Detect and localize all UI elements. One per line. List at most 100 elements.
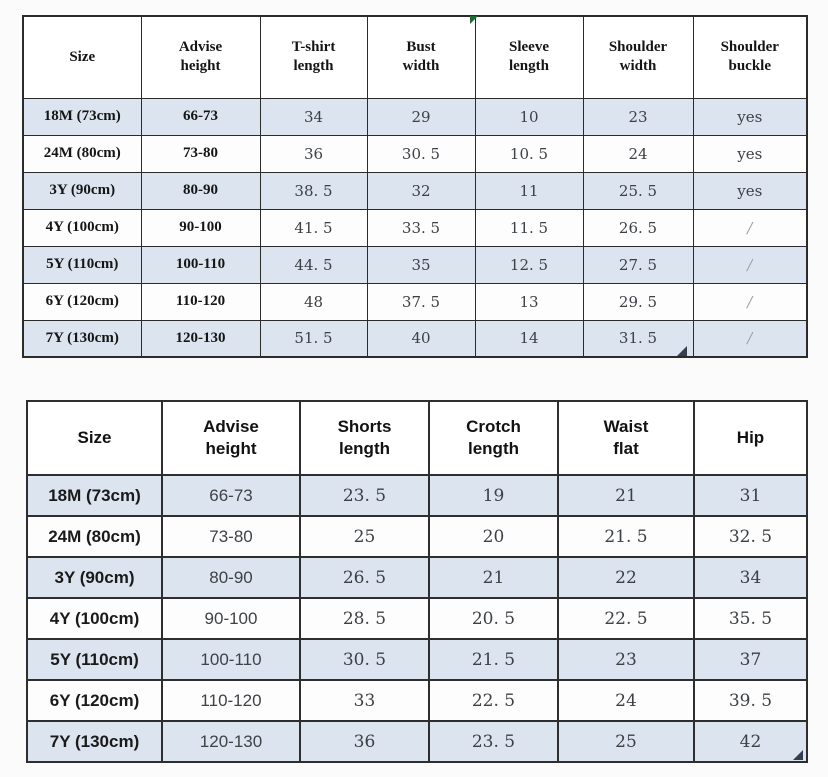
table-row: 24M (80cm) 73-80 36 30. 5 10. 5 24 yes: [22, 134, 808, 173]
value-cell: 21: [557, 474, 695, 517]
value-cell: 23. 5: [428, 720, 559, 763]
size-cell: 24M (80cm): [26, 515, 163, 558]
value-cell: 21. 5: [428, 638, 559, 681]
value-cell: 26. 5: [299, 556, 430, 599]
value-cell: 31: [693, 474, 808, 517]
value-cell: yes: [692, 171, 808, 210]
value-cell: 25: [557, 720, 695, 763]
value-cell: 22. 5: [557, 597, 695, 640]
value-cell: 21. 5: [557, 515, 695, 558]
value-cell: 24: [557, 679, 695, 722]
value-cell: 34: [693, 556, 808, 599]
column-header-size: Size: [22, 15, 142, 99]
table-row: 5Y (110cm) 100-110 30. 5 21. 5 23 37: [26, 638, 808, 681]
table-row: 5Y (110cm) 100-110 44. 5 35 12. 5 27. 5 …: [22, 245, 808, 284]
column-header-advise-height: Advise height: [140, 15, 261, 99]
size-cell: 3Y (90cm): [26, 556, 163, 599]
column-header-tshirt-length: T-shirt length: [259, 15, 368, 99]
value-cell: 110-120: [161, 679, 301, 722]
column-header-waist-flat: Waist flat: [557, 400, 695, 476]
value-cell: 20: [428, 515, 559, 558]
value-cell: 90-100: [161, 597, 301, 640]
table-row: 7Y (130cm) 120-130 51. 5 40 14 31. 5 /: [22, 319, 808, 358]
value-cell: 66-73: [161, 474, 301, 517]
value-cell: 22. 5: [428, 679, 559, 722]
size-cell: 3Y (90cm): [22, 171, 142, 210]
value-cell: 39. 5: [693, 679, 808, 722]
corner-triangle-icon: [793, 750, 803, 760]
value-cell: /: [692, 282, 808, 321]
column-header-hip: Hip: [693, 400, 808, 476]
table-row: 6Y (120cm) 110-120 48 37. 5 13 29. 5 /: [22, 282, 808, 321]
value-cell: 73-80: [161, 515, 301, 558]
tshirt-size-table: Size Advise height T-shirt length Bust w…: [22, 15, 808, 358]
value-cell: 10: [474, 97, 584, 136]
value-cell: 37: [693, 638, 808, 681]
value-cell: 26. 5: [582, 208, 694, 247]
value-cell: 80-90: [140, 171, 261, 210]
size-cell: 5Y (110cm): [22, 245, 142, 284]
table-row: 3Y (90cm) 80-90 38. 5 32 11 25. 5 yes: [22, 171, 808, 210]
value-cell: 11: [474, 171, 584, 210]
value-cell: 27. 5: [582, 245, 694, 284]
value-cell: 24: [582, 134, 694, 173]
value-cell: yes: [692, 134, 808, 173]
header-row: Size Advise height Shorts length Crotch …: [26, 400, 808, 476]
column-header-size: Size: [26, 400, 163, 476]
value-cell: 23: [582, 97, 694, 136]
size-cell: 5Y (110cm): [26, 638, 163, 681]
value-cell: 19: [428, 474, 559, 517]
value-cell: 12. 5: [474, 245, 584, 284]
value-cell: 80-90: [161, 556, 301, 599]
value-cell: 33. 5: [366, 208, 476, 247]
value-cell: 36: [299, 720, 430, 763]
table-row: 4Y (100cm) 90-100 28. 5 20. 5 22. 5 35. …: [26, 597, 808, 640]
table-row: 18M (73cm) 66-73 23. 5 19 21 31: [26, 474, 808, 517]
header-row: Size Advise height T-shirt length Bust w…: [22, 15, 808, 99]
column-header-crotch-length: Crotch length: [428, 400, 559, 476]
column-header-shoulder-width: Shoulder width: [582, 15, 694, 99]
value-cell: 13: [474, 282, 584, 321]
value-cell: 23: [557, 638, 695, 681]
value-cell: 35. 5: [693, 597, 808, 640]
value-cell: 33: [299, 679, 430, 722]
value-cell: 20. 5: [428, 597, 559, 640]
size-cell: 6Y (120cm): [22, 282, 142, 321]
value-cell: 51. 5: [259, 319, 368, 358]
size-cell: 18M (73cm): [22, 97, 142, 136]
value-cell: 29. 5: [582, 282, 694, 321]
size-cell: 4Y (100cm): [22, 208, 142, 247]
table-row: 7Y (130cm) 120-130 36 23. 5 25 42: [26, 720, 808, 763]
column-header-bust-width: Bust width: [366, 15, 476, 99]
value-cell: 73-80: [140, 134, 261, 173]
size-cell: 7Y (130cm): [26, 720, 163, 763]
shorts-size-table: Size Advise height Shorts length Crotch …: [26, 400, 808, 763]
value-cell: 90-100: [140, 208, 261, 247]
corner-triangle-icon: [677, 346, 687, 356]
size-cell: 24M (80cm): [22, 134, 142, 173]
value-cell: 11. 5: [474, 208, 584, 247]
value-cell: 22: [557, 556, 695, 599]
value-cell: 30. 5: [366, 134, 476, 173]
size-cell: 6Y (120cm): [26, 679, 163, 722]
value-cell: 66-73: [140, 97, 261, 136]
size-cell: 18M (73cm): [26, 474, 163, 517]
value-cell: 14: [474, 319, 584, 358]
value-cell: 48: [259, 282, 368, 321]
value-cell: 10. 5: [474, 134, 584, 173]
value-cell: 110-120: [140, 282, 261, 321]
size-cell: 4Y (100cm): [26, 597, 163, 640]
value-cell: 21: [428, 556, 559, 599]
value-cell: 32: [366, 171, 476, 210]
column-header-advise-height: Advise height: [161, 400, 301, 476]
column-header-shorts-length: Shorts length: [299, 400, 430, 476]
value-cell: 31. 5: [582, 319, 694, 358]
size-cell: 7Y (130cm): [22, 319, 142, 358]
value-cell: /: [692, 245, 808, 284]
value-cell: /: [692, 319, 808, 358]
value-cell: 34: [259, 97, 368, 136]
table-row: 18M (73cm) 66-73 34 29 10 23 yes: [22, 97, 808, 136]
table-row: 24M (80cm) 73-80 25 20 21. 5 32. 5: [26, 515, 808, 558]
value-cell: 25. 5: [582, 171, 694, 210]
value-cell: 100-110: [140, 245, 261, 284]
